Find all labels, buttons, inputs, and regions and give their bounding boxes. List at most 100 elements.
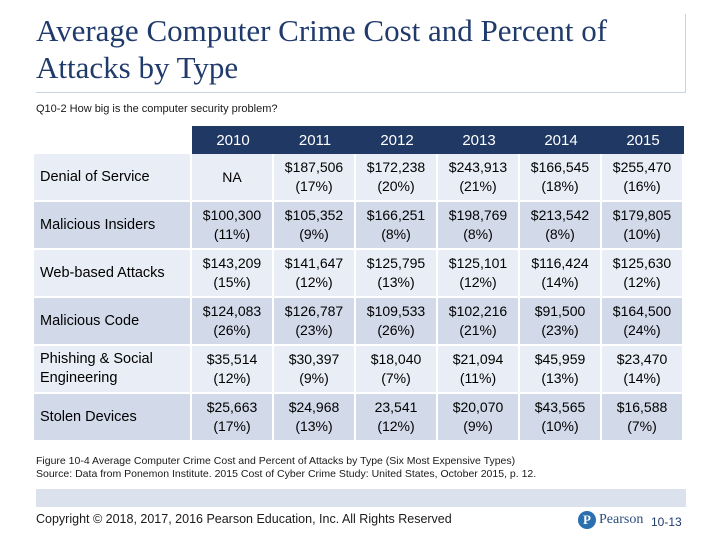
table-cell: 23,541 (12%) bbox=[356, 394, 438, 442]
cell-amount: $109,533 bbox=[366, 303, 426, 319]
source-line: Source: Data from Ponemon Institute. 201… bbox=[36, 468, 537, 480]
cell-amount: NA bbox=[222, 168, 242, 185]
cell-amount: $91,500 bbox=[534, 303, 586, 319]
cell-amount: $20,070 bbox=[452, 399, 504, 415]
table-cell: $20,070 (9%) bbox=[438, 394, 520, 442]
cell-percent: (11%) bbox=[459, 370, 497, 386]
cell-percent: (12%) bbox=[459, 274, 497, 290]
cell-amount: $100,300 bbox=[202, 207, 262, 223]
row-label: Web-based Attacks bbox=[34, 250, 192, 298]
cell-amount: $45,959 bbox=[534, 351, 586, 367]
cell-amount: $30,397 bbox=[288, 351, 340, 367]
cell-percent: (15%) bbox=[213, 274, 251, 290]
row-label: Denial of Service bbox=[34, 154, 192, 202]
cell-percent: (12%) bbox=[623, 274, 661, 290]
cell-percent: (9%) bbox=[299, 226, 329, 242]
cell-amount: $16,588 bbox=[616, 399, 668, 415]
cell-percent: (7%) bbox=[381, 370, 411, 386]
header-row: 2010 2011 2012 2013 2014 2015 bbox=[34, 126, 684, 154]
row-label: Malicious Code bbox=[34, 298, 192, 346]
pearson-logo-text: Pearson bbox=[599, 512, 644, 527]
header-year: 2012 bbox=[356, 126, 438, 154]
cell-percent: (14%) bbox=[541, 274, 579, 290]
header-year: 2014 bbox=[520, 126, 602, 154]
table-cell: $255,470 (16%) bbox=[602, 154, 684, 202]
cell-percent: (21%) bbox=[459, 322, 497, 338]
cell-amount: $125,101 bbox=[448, 255, 508, 271]
cell-amount: $35,514 bbox=[206, 351, 258, 367]
row-label: Malicious Insiders bbox=[34, 202, 192, 250]
cell-amount: $125,630 bbox=[612, 255, 672, 271]
cell-percent: (9%) bbox=[463, 418, 493, 434]
cell-percent: (13%) bbox=[295, 418, 333, 434]
cell-amount: $187,506 bbox=[284, 159, 344, 175]
cell-percent: (10%) bbox=[623, 226, 661, 242]
table-cell: $125,101 (12%) bbox=[438, 250, 520, 298]
table-cell: $25,663 (17%) bbox=[192, 394, 274, 442]
table-cell: $124,083 (26%) bbox=[192, 298, 274, 346]
cell-amount: $23,470 bbox=[616, 351, 668, 367]
cell-amount: $102,216 bbox=[448, 303, 508, 319]
table-cell: $102,216 (21%) bbox=[438, 298, 520, 346]
cell-amount: $143,209 bbox=[202, 255, 262, 271]
table-cell: $21,094 (11%) bbox=[438, 346, 520, 394]
cell-amount: $198,769 bbox=[448, 207, 508, 223]
cell-amount: $164,500 bbox=[612, 303, 672, 319]
row-label: Phishing & Social Engineering bbox=[34, 346, 192, 394]
table-cell: $24,968 (13%) bbox=[274, 394, 356, 442]
table-row: Web-based Attacks $143,209 (15%) $141,647 (1… bbox=[34, 250, 684, 298]
cell-percent: (12%) bbox=[295, 274, 333, 290]
cell-percent: (12%) bbox=[213, 370, 251, 386]
cell-amount: $243,913 bbox=[448, 159, 508, 175]
title-border-bottom bbox=[36, 92, 686, 93]
cell-amount: $141,647 bbox=[284, 255, 344, 271]
cell-amount: $125,795 bbox=[366, 255, 426, 271]
cell-percent: (12%) bbox=[377, 418, 415, 434]
table-cell: $35,514 (12%) bbox=[192, 346, 274, 394]
table-cell: $172,238 (20%) bbox=[356, 154, 438, 202]
table-cell: $23,470 (14%) bbox=[602, 346, 684, 394]
cell-amount: $166,251 bbox=[366, 207, 426, 223]
cell-percent: (13%) bbox=[377, 274, 415, 290]
cell-percent: (17%) bbox=[213, 418, 251, 434]
header-year: 2013 bbox=[438, 126, 520, 154]
table-cell: $116,424 (14%) bbox=[520, 250, 602, 298]
cell-percent: (10%) bbox=[541, 418, 579, 434]
cell-amount: $43,565 bbox=[534, 399, 586, 415]
cell-percent: (21%) bbox=[459, 178, 497, 194]
copyright-notice: Copyright © 2018, 2017, 2016 Pearson Edu… bbox=[36, 512, 452, 526]
pearson-logo-icon: P bbox=[578, 511, 596, 529]
cell-amount: $116,424 bbox=[531, 255, 589, 271]
header-year: 2010 bbox=[192, 126, 274, 154]
table-cell: $166,545 (18%) bbox=[520, 154, 602, 202]
table-cell: $45,959 (13%) bbox=[520, 346, 602, 394]
cell-percent: (14%) bbox=[623, 370, 661, 386]
table-cell: $164,500 (24%) bbox=[602, 298, 684, 346]
cell-percent: (18%) bbox=[541, 178, 579, 194]
cell-amount: $126,787 bbox=[284, 303, 344, 319]
table-cell: $166,251 (8%) bbox=[356, 202, 438, 250]
cell-percent: (20%) bbox=[377, 178, 415, 194]
cell-amount: $179,805 bbox=[612, 207, 672, 223]
footer-bar bbox=[36, 489, 686, 507]
cell-amount: $25,663 bbox=[206, 399, 258, 415]
cell-amount: $24,968 bbox=[288, 399, 340, 415]
table-row: Denial of Service NA $187,506 (17%) $172,238… bbox=[34, 154, 684, 202]
cell-percent: (26%) bbox=[213, 322, 251, 338]
table-cell: $30,397 (9%) bbox=[274, 346, 356, 394]
cell-amount: $21,094 bbox=[452, 351, 504, 367]
header-year: 2015 bbox=[602, 126, 684, 154]
cell-amount: $213,542 bbox=[530, 207, 590, 223]
pearson-logo: P Pearson bbox=[578, 511, 643, 529]
table-cell: $243,913 (21%) bbox=[438, 154, 520, 202]
slide-subtitle: Q10-2 How big is the computer security p… bbox=[36, 103, 278, 115]
cell-percent: (24%) bbox=[623, 322, 661, 338]
cell-percent: (23%) bbox=[541, 322, 579, 338]
table-cell: $126,787 (23%) bbox=[274, 298, 356, 346]
cell-percent: (7%) bbox=[627, 418, 657, 434]
table-row: Stolen Devices $25,663 (17%) $24,968 (13%) 23… bbox=[34, 394, 684, 442]
table-cell: $18,040 (7%) bbox=[356, 346, 438, 394]
caption-line: Figure 10-4 Average Computer Crime Cost … bbox=[36, 455, 516, 467]
table-cell: $43,565 (10%) bbox=[520, 394, 602, 442]
cell-percent: (11%) bbox=[213, 226, 251, 242]
